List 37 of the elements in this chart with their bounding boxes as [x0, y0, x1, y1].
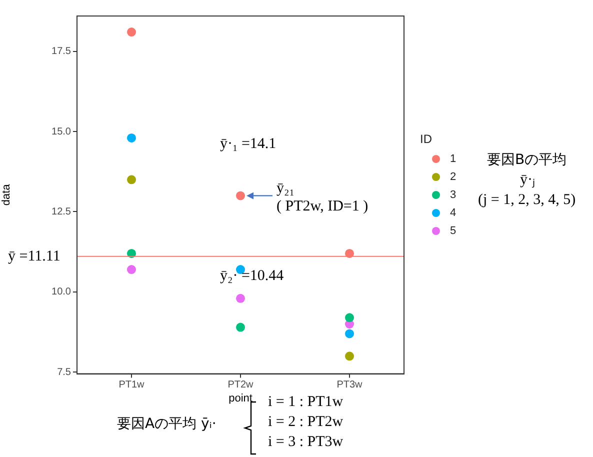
legend-label: 4 — [450, 207, 456, 219]
y-tick-label: 7.5 — [57, 366, 72, 378]
point — [236, 191, 245, 200]
x-tick-label: PT3w — [336, 380, 364, 391]
legend-label: 3 — [450, 189, 456, 201]
legend-label: 5 — [450, 225, 456, 237]
x-tick-label: PT2w — [228, 380, 254, 391]
text: i = 2 : PT2w — [268, 413, 344, 432]
x-tick-label: PT1w — [118, 380, 146, 391]
legend-title: ID — [420, 132, 433, 146]
y-tick-label: 15.0 — [52, 126, 72, 138]
text: 要因Bの平均 — [487, 151, 567, 170]
point — [345, 329, 354, 338]
y-tick-label: 12.5 — [52, 206, 72, 218]
y-tick-label: 17.5 — [52, 46, 72, 58]
point — [127, 28, 136, 37]
point — [345, 352, 354, 361]
ref-line-label: ȳ =11.11 — [8, 248, 60, 264]
annotation: ȳ·₁ =14.1 — [220, 135, 276, 154]
text: i = 1 : PT1w — [268, 393, 344, 412]
point — [236, 294, 245, 303]
text: ȳ·ⱼ — [520, 171, 536, 190]
annotation: ȳ₂₁ ( PT2w, ID=1 ) — [276, 180, 368, 215]
annotation: ȳ₂· =10.44 — [220, 267, 284, 286]
point — [127, 265, 136, 274]
y-axis-title: data — [0, 183, 13, 206]
text: 要因Aの平均 ȳᵢ· — [117, 415, 216, 434]
text: (j = 1, 2, 3, 4, 5) — [478, 191, 576, 210]
legend-label: 2 — [450, 171, 456, 183]
text: i = 3 : PT3w — [268, 433, 344, 452]
point — [127, 133, 136, 142]
point — [127, 175, 136, 184]
y-tick-label: 10.0 — [52, 286, 72, 298]
point — [345, 313, 354, 322]
point — [236, 322, 245, 332]
x-axis-title: point — [228, 392, 252, 404]
legend-label: 1 — [450, 153, 456, 165]
